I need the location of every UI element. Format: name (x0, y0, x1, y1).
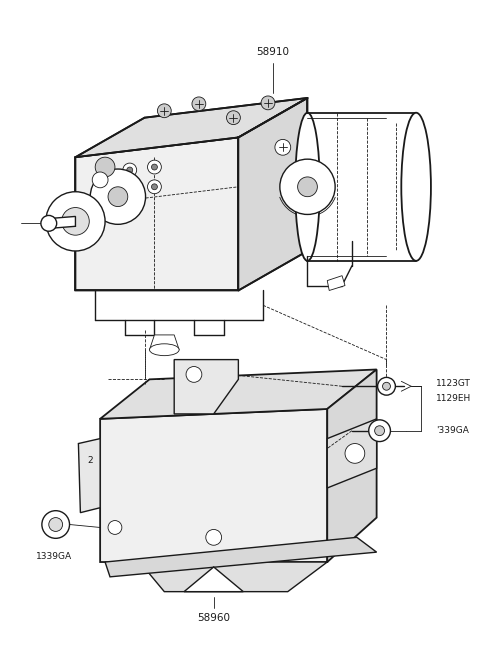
Circle shape (206, 530, 222, 545)
Circle shape (369, 420, 390, 442)
Circle shape (123, 180, 137, 194)
Circle shape (147, 180, 161, 194)
Text: 58960: 58960 (197, 614, 230, 623)
Text: 1339GA: 1339GA (36, 552, 72, 560)
Circle shape (49, 518, 62, 532)
Circle shape (95, 157, 115, 177)
Circle shape (46, 192, 105, 251)
Polygon shape (78, 439, 100, 512)
Polygon shape (100, 369, 377, 419)
Circle shape (375, 426, 384, 436)
Circle shape (345, 443, 365, 463)
Circle shape (123, 163, 137, 177)
Circle shape (92, 172, 108, 188)
Circle shape (61, 208, 89, 235)
Circle shape (90, 169, 145, 224)
Ellipse shape (401, 113, 431, 261)
Circle shape (152, 184, 157, 190)
Circle shape (127, 167, 132, 173)
Text: 2: 2 (87, 456, 93, 464)
Text: 1129EH: 1129EH (436, 394, 471, 403)
Ellipse shape (295, 113, 320, 261)
Circle shape (186, 367, 202, 382)
Circle shape (157, 104, 171, 118)
Polygon shape (184, 567, 243, 592)
Polygon shape (140, 562, 327, 592)
Circle shape (261, 96, 275, 110)
Polygon shape (51, 216, 75, 228)
Circle shape (383, 382, 390, 390)
Polygon shape (105, 537, 377, 577)
Polygon shape (75, 98, 308, 157)
Polygon shape (327, 419, 377, 488)
Polygon shape (239, 98, 308, 290)
Circle shape (275, 139, 291, 155)
Polygon shape (174, 359, 239, 414)
Text: 1123GT: 1123GT (436, 379, 471, 388)
Polygon shape (100, 409, 327, 562)
Circle shape (298, 177, 317, 196)
Circle shape (280, 159, 335, 214)
Circle shape (41, 215, 57, 231)
Polygon shape (327, 276, 345, 290)
Circle shape (227, 111, 240, 125)
Text: '339GA: '339GA (436, 426, 469, 435)
Circle shape (108, 520, 122, 534)
Circle shape (147, 160, 161, 174)
Text: 58910: 58910 (256, 47, 289, 57)
Circle shape (192, 97, 206, 111)
Circle shape (108, 187, 128, 206)
Circle shape (378, 377, 396, 395)
Circle shape (127, 184, 132, 190)
Circle shape (152, 164, 157, 170)
Polygon shape (149, 335, 179, 350)
Circle shape (42, 510, 70, 538)
Polygon shape (327, 369, 377, 562)
Polygon shape (75, 137, 239, 290)
Ellipse shape (149, 344, 179, 355)
